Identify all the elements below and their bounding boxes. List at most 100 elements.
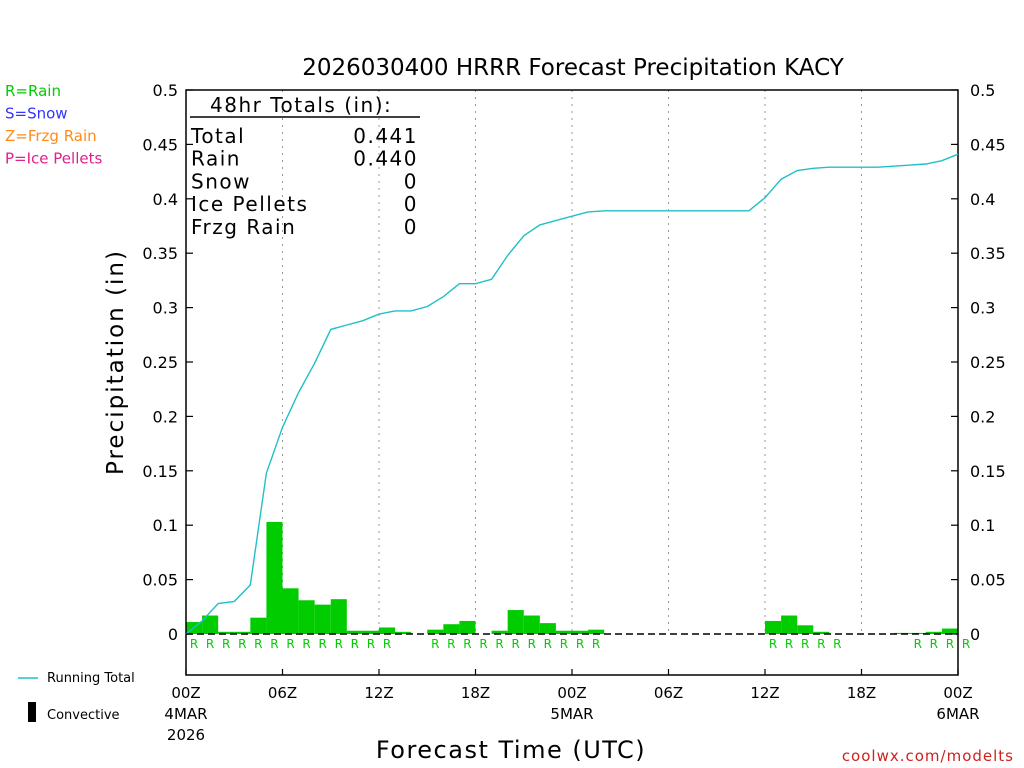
y-tick-label-right: 0.35: [970, 244, 1006, 263]
totals-row-value: 0: [404, 192, 418, 216]
type-legend-item: P=Ice Pellets: [5, 150, 102, 168]
precip-type-marker: R: [286, 637, 294, 651]
precip-type-marker: R: [592, 637, 600, 651]
totals-header: 48hr Totals (in):: [210, 93, 392, 117]
chart-title: 2026030400 HRRR Forecast Precipitation K…: [302, 55, 845, 81]
x-axis-label: Forecast Time (UTC): [376, 736, 646, 764]
precip-bar: [346, 630, 363, 634]
precip-type-marker: R: [318, 637, 326, 651]
precip-type-marker: R: [914, 637, 922, 651]
precip-bar: [572, 630, 589, 634]
precip-type-marker: R: [785, 637, 793, 651]
y-tick-label-left: 0.15: [142, 462, 178, 481]
bar-series: [186, 521, 958, 634]
precip-type-marker: R: [367, 637, 375, 651]
y-tick-label-left: 0.25: [142, 353, 178, 372]
precip-type-marker: R: [270, 637, 278, 651]
y-tick-label-right: 0.5: [970, 81, 995, 100]
precip-type-marker: R: [495, 637, 503, 651]
precip-bar: [330, 599, 347, 634]
x-tick-label: 00Z: [943, 684, 972, 702]
precip-type-marker: R: [946, 637, 954, 651]
precip-bar: [588, 629, 605, 634]
precip-type-marker: R: [801, 637, 809, 651]
x-tick-date: 5MAR: [550, 705, 593, 723]
type-legend-item: Z=Frzg Rain: [5, 127, 97, 145]
precip-bar: [925, 631, 942, 634]
totals-row-value: 0.440: [353, 147, 418, 171]
precip-type-marker: R: [560, 637, 568, 651]
totals-row-label: Frzg Rain: [191, 215, 296, 239]
totals-row-label: Ice Pellets: [191, 192, 308, 216]
type-legend-item: S=Snow: [5, 105, 68, 123]
precip-bar: [941, 628, 958, 634]
convective-legend-swatch: [28, 702, 36, 722]
footer-credit: coolwx.com/modelts: [842, 747, 1014, 765]
precip-type-marker: R: [383, 637, 391, 651]
running-total-legend-label: Running Total: [47, 671, 135, 686]
type-legend-item: R=Rain: [5, 82, 61, 100]
x-tick-label: 00Z: [171, 684, 200, 702]
x-tick-label: 06Z: [654, 684, 683, 702]
precip-bar: [234, 631, 251, 634]
x-tick-label: 18Z: [847, 684, 876, 702]
convective-legend-label: Convective: [47, 708, 120, 723]
precip-bar: [765, 620, 782, 634]
y-tick-label-right: 0.25: [970, 353, 1006, 372]
precip-type-marker: R: [222, 637, 230, 651]
precip-type-marker: R: [962, 637, 970, 651]
precip-bar: [813, 631, 830, 634]
running-total-line: [185, 153, 959, 635]
x-tick-label: 18Z: [461, 684, 490, 702]
precip-type-marker: R: [463, 637, 471, 651]
precip-bar: [797, 625, 814, 634]
precip-bar: [362, 630, 379, 634]
x-tick-date: 6MAR: [936, 705, 979, 723]
precip-type-marker: R: [544, 637, 552, 651]
precip-bar: [507, 610, 524, 634]
precip-type-marker: R: [238, 637, 246, 651]
y-tick-label-left: 0.2: [153, 407, 178, 426]
totals-row-label: Total: [190, 124, 245, 148]
precip-type-marker: R: [479, 637, 487, 651]
precip-type-marker: R: [335, 637, 343, 651]
precip-type-marker: R: [254, 637, 262, 651]
y-tick-label-right: 0.3: [970, 299, 995, 318]
precip-type-marker: R: [817, 637, 825, 651]
precip-type-marker: R: [528, 637, 536, 651]
precip-bar: [202, 615, 219, 634]
precip-bar: [491, 630, 508, 634]
precip-bar: [781, 615, 798, 634]
grid-lines: [282, 90, 862, 634]
precip-type-marker: R: [769, 637, 777, 651]
totals-row-value: 0: [404, 169, 418, 193]
x-tick-label: 12Z: [364, 684, 393, 702]
precip-bar: [539, 623, 556, 634]
y-tick-label-left: 0.1: [153, 516, 178, 535]
y-axis-ticks: 0 00.05 0.050.1 0.10.15 0.150.2 0.20.25 0.250.…: [142, 81, 1005, 644]
x-tick-year: 2026: [167, 726, 205, 744]
y-tick-label-right: 0: [970, 625, 980, 644]
x-tick-label: 06Z: [268, 684, 297, 702]
precip-type-marker: R: [930, 637, 938, 651]
precip-bar: [379, 627, 396, 634]
precip-bar: [523, 615, 540, 634]
y-axis-label: Precipitation (in): [103, 249, 129, 475]
y-tick-label-right: 0.05: [970, 571, 1006, 590]
precip-bar: [250, 617, 267, 634]
precip-type-marker: R: [447, 637, 455, 651]
totals-box: 48hr Totals (in): Total 0.441 Rain 0.440 Sno…: [190, 93, 420, 239]
precip-type-marker: R: [833, 637, 841, 651]
y-tick-label-right: 0.1: [970, 516, 995, 535]
precip-type-marker: R: [206, 637, 214, 651]
precip-bar: [218, 631, 235, 634]
precip-bar: [282, 588, 299, 634]
y-tick-label-right: 0.2: [970, 407, 995, 426]
y-tick-label-left: 0.3: [153, 299, 178, 318]
y-tick-label-right: 0.45: [970, 135, 1006, 154]
y-tick-label-left: 0.05: [142, 571, 178, 590]
precip-type-marker: R: [576, 637, 584, 651]
precip-bar: [314, 604, 331, 634]
